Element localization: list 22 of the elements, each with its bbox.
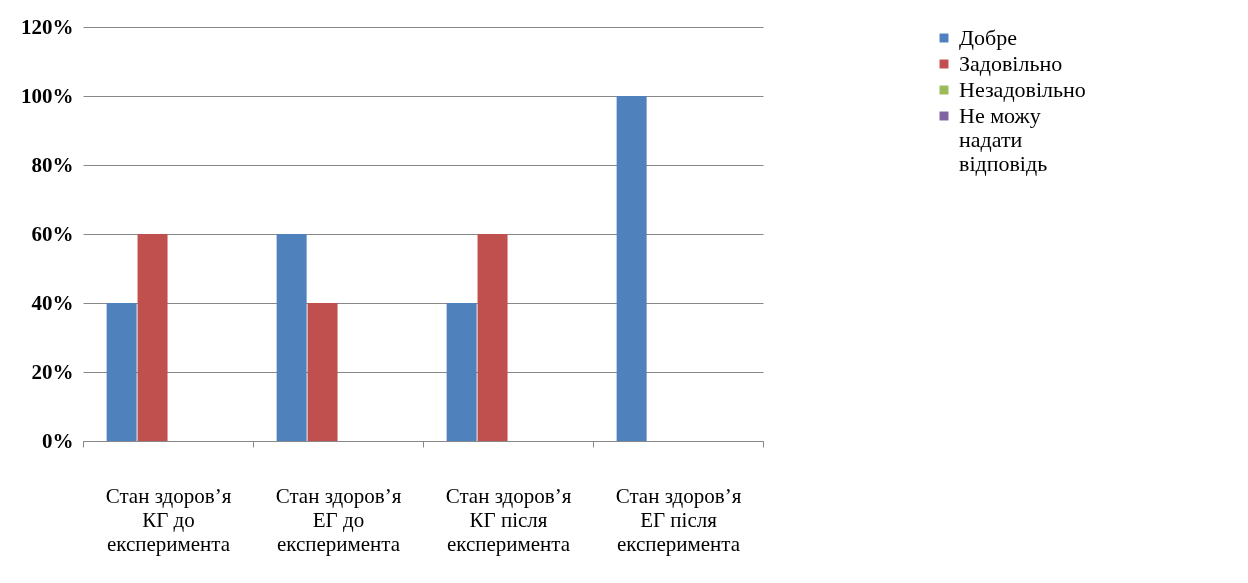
bar [106,303,137,441]
bar [137,234,168,441]
legend-label: Добре [959,25,1017,50]
bar [276,234,307,441]
bar [616,96,647,441]
x-tick-label: Стан здоров’я КГ до експеримента [105,483,232,556]
bar [477,234,508,441]
y-tick-label: 20% [31,359,74,384]
x-tick-label: Стан здоров’я КГ після експеримента [445,483,572,556]
bar [307,303,338,441]
y-tick-label: 0% [42,428,74,453]
y-tick-label: 60% [31,221,74,246]
x-tick-label: Стан здоров’я ЕГ до експеримента [275,483,402,556]
y-tick-label: 120% [21,14,74,39]
y-tick-label: 40% [31,290,74,315]
x-tick-label: Стан здоров’я ЕГ після експеримента [615,483,742,556]
bar [446,303,477,441]
y-tick-label: 80% [31,152,74,177]
y-tick-label: 100% [21,83,74,108]
legend-label: Задовільно [959,51,1063,76]
legend-label: Незадовільно [959,77,1086,102]
legend-label: Не можу надати відповідь [959,103,1048,176]
